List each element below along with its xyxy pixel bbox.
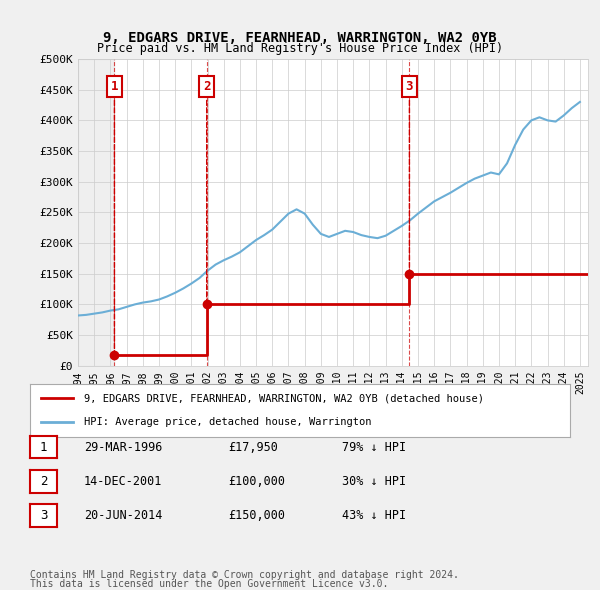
Text: 9, EDGARS DRIVE, FEARNHEAD, WARRINGTON, WA2 0YB: 9, EDGARS DRIVE, FEARNHEAD, WARRINGTON, … — [103, 31, 497, 45]
Text: £150,000: £150,000 — [228, 509, 285, 522]
Text: 14-DEC-2001: 14-DEC-2001 — [84, 475, 163, 488]
Text: 1: 1 — [110, 80, 118, 352]
Text: This data is licensed under the Open Government Licence v3.0.: This data is licensed under the Open Gov… — [30, 579, 388, 589]
Text: 3: 3 — [40, 509, 47, 522]
Text: 30% ↓ HPI: 30% ↓ HPI — [342, 475, 406, 488]
Text: 2: 2 — [203, 80, 211, 301]
Text: Contains HM Land Registry data © Crown copyright and database right 2024.: Contains HM Land Registry data © Crown c… — [30, 571, 459, 580]
Text: Price paid vs. HM Land Registry's House Price Index (HPI): Price paid vs. HM Land Registry's House … — [97, 42, 503, 55]
Text: HPI: Average price, detached house, Warrington: HPI: Average price, detached house, Warr… — [84, 417, 371, 427]
Text: £17,950: £17,950 — [228, 441, 278, 454]
Text: 79% ↓ HPI: 79% ↓ HPI — [342, 441, 406, 454]
Text: £100,000: £100,000 — [228, 475, 285, 488]
Text: 3: 3 — [406, 80, 413, 271]
Text: 9, EDGARS DRIVE, FEARNHEAD, WARRINGTON, WA2 0YB (detached house): 9, EDGARS DRIVE, FEARNHEAD, WARRINGTON, … — [84, 394, 484, 404]
Text: 20-JUN-2014: 20-JUN-2014 — [84, 509, 163, 522]
Text: 29-MAR-1996: 29-MAR-1996 — [84, 441, 163, 454]
Text: 43% ↓ HPI: 43% ↓ HPI — [342, 509, 406, 522]
Text: 1: 1 — [40, 441, 47, 454]
Text: 2: 2 — [40, 475, 47, 488]
